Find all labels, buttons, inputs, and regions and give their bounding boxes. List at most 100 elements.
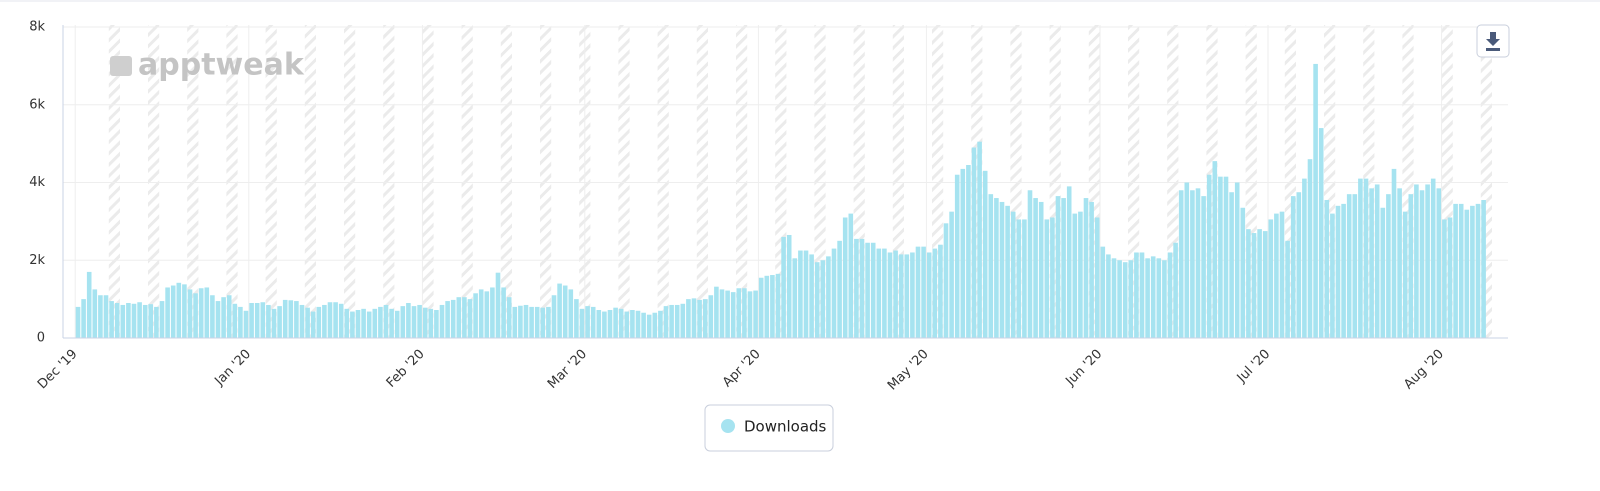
bar (478, 289, 484, 338)
bar (865, 242, 870, 338)
bar (585, 306, 590, 338)
bar (154, 306, 159, 338)
bar (282, 299, 288, 338)
bar (310, 311, 316, 338)
weekend-stripe (304, 25, 316, 338)
bar (305, 307, 310, 338)
bar (187, 289, 193, 338)
bar (742, 288, 747, 338)
bar (652, 312, 658, 338)
bar (1318, 128, 1324, 338)
bar (641, 312, 646, 338)
bar (484, 291, 490, 338)
bar (1223, 176, 1229, 338)
bar (1464, 209, 1470, 338)
bar (473, 293, 478, 338)
bar (915, 246, 921, 338)
bar (1078, 211, 1083, 338)
bar (1369, 188, 1374, 338)
bar (114, 303, 120, 338)
download-button[interactable] (1476, 24, 1510, 58)
bar (294, 301, 299, 338)
bar (848, 213, 854, 338)
bar (529, 306, 534, 338)
bar (1274, 213, 1279, 338)
bar (1296, 192, 1302, 338)
weekend-stripe (1245, 25, 1257, 338)
bar (355, 310, 361, 338)
bar (434, 310, 439, 338)
bar (596, 310, 602, 338)
legend[interactable]: Downloads (704, 404, 834, 452)
bar (887, 252, 893, 338)
bar (1094, 217, 1100, 338)
bar (350, 311, 355, 338)
bar (1324, 199, 1330, 338)
bar (697, 299, 702, 338)
bar (103, 295, 109, 338)
bar (618, 308, 624, 338)
bar (714, 286, 719, 338)
bar (988, 194, 994, 338)
bar (1038, 201, 1044, 338)
x-tick-label: Apr '20 (720, 347, 764, 391)
bar (809, 254, 814, 338)
x-tick-label: Jan '20 (211, 347, 254, 390)
bar (378, 306, 383, 338)
bar (109, 301, 114, 338)
bar (921, 246, 926, 338)
bar (1358, 178, 1363, 338)
weekend-stripe (344, 25, 356, 338)
x-tick-label: Jul '20 (1234, 347, 1274, 387)
bar (557, 283, 562, 338)
bar (854, 238, 859, 338)
bar (938, 244, 943, 338)
bar (1470, 205, 1475, 338)
bar (512, 306, 518, 338)
weekend-stripe (618, 25, 630, 338)
bar (1044, 219, 1050, 338)
bar (1330, 213, 1335, 338)
weekend-stripe (422, 25, 434, 338)
x-tick-label: Aug '20 (1401, 347, 1447, 393)
bar (215, 301, 221, 338)
bar (1346, 194, 1352, 338)
bar (81, 299, 86, 338)
weekend-stripe (1324, 25, 1336, 338)
bar (1391, 168, 1397, 338)
bar (1234, 182, 1240, 338)
bar (1279, 211, 1285, 338)
bar (1122, 262, 1128, 338)
weekend-stripe (500, 25, 512, 338)
bar (1173, 242, 1178, 338)
bar (898, 254, 904, 338)
weekend-stripe (1088, 25, 1100, 338)
bar (1016, 219, 1022, 338)
bar (1335, 205, 1341, 338)
bar (658, 310, 663, 338)
bar (389, 308, 394, 338)
bar (994, 198, 999, 338)
bar (926, 252, 932, 338)
bar (1414, 184, 1419, 338)
bar (725, 290, 730, 338)
bar (445, 301, 450, 338)
weekend-stripe (657, 25, 669, 338)
bar (193, 293, 198, 338)
bar (1111, 258, 1117, 338)
weekend-stripe (148, 25, 160, 338)
bar (691, 298, 697, 338)
y-tick-label: 0 (37, 331, 45, 346)
bar (551, 295, 557, 338)
bar (753, 290, 758, 338)
bar (1055, 196, 1061, 338)
watermark-icon (110, 56, 132, 76)
bar (1240, 207, 1246, 338)
bar (1386, 194, 1391, 338)
bar (1447, 217, 1453, 338)
bar (669, 304, 674, 338)
legend-label: Downloads (744, 418, 827, 436)
bar (366, 311, 372, 338)
bar (518, 305, 523, 338)
bar (602, 311, 607, 338)
